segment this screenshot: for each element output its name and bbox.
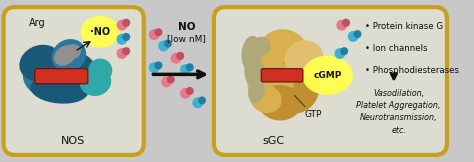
Ellipse shape [55, 46, 76, 65]
Circle shape [117, 35, 127, 44]
Circle shape [186, 64, 193, 71]
Circle shape [123, 48, 129, 54]
Ellipse shape [249, 80, 264, 103]
Circle shape [155, 29, 162, 35]
Circle shape [167, 76, 174, 83]
Circle shape [164, 40, 171, 47]
Text: ·NO: ·NO [90, 27, 110, 37]
Ellipse shape [31, 76, 88, 103]
FancyBboxPatch shape [261, 69, 303, 82]
Text: NOS: NOS [61, 136, 85, 146]
Circle shape [155, 62, 162, 69]
Ellipse shape [54, 53, 95, 92]
Circle shape [348, 32, 358, 41]
Circle shape [186, 88, 193, 94]
Circle shape [354, 31, 361, 37]
Ellipse shape [248, 61, 293, 103]
Text: Platelet Aggregation,: Platelet Aggregation, [356, 101, 441, 110]
Ellipse shape [253, 37, 270, 54]
Circle shape [177, 53, 183, 59]
Circle shape [193, 98, 202, 108]
Ellipse shape [89, 59, 111, 82]
Ellipse shape [24, 56, 76, 98]
Text: • Ion channels: • Ion channels [365, 44, 427, 53]
Ellipse shape [81, 17, 119, 47]
Text: GTP: GTP [305, 110, 322, 119]
Circle shape [181, 65, 190, 74]
Circle shape [149, 30, 159, 39]
Text: Vasodilation,: Vasodilation, [373, 89, 424, 98]
Circle shape [181, 89, 190, 98]
Text: Arg: Arg [29, 18, 46, 28]
Text: [low nM]: [low nM] [167, 34, 206, 43]
Circle shape [123, 19, 129, 26]
Text: cGMP: cGMP [313, 71, 342, 80]
Circle shape [159, 41, 168, 51]
Circle shape [171, 53, 181, 63]
Ellipse shape [256, 30, 310, 87]
Ellipse shape [285, 41, 323, 75]
FancyBboxPatch shape [214, 7, 447, 155]
Text: sGC: sGC [263, 136, 284, 146]
Circle shape [123, 34, 129, 40]
Circle shape [341, 48, 347, 54]
FancyBboxPatch shape [35, 69, 88, 84]
Circle shape [199, 97, 205, 104]
Ellipse shape [52, 40, 85, 71]
Text: Neurotransmission,: Neurotransmission, [360, 113, 438, 122]
Ellipse shape [270, 60, 319, 113]
Ellipse shape [303, 56, 352, 94]
Circle shape [343, 19, 349, 26]
Text: • Phosphodiesterases: • Phosphodiesterases [365, 66, 458, 75]
Circle shape [117, 49, 127, 58]
Text: etc.: etc. [391, 126, 406, 135]
Ellipse shape [80, 69, 110, 95]
Ellipse shape [20, 46, 61, 81]
Circle shape [149, 63, 159, 72]
FancyBboxPatch shape [3, 7, 144, 155]
Ellipse shape [242, 36, 261, 70]
Ellipse shape [251, 86, 281, 112]
Circle shape [162, 77, 171, 87]
Circle shape [117, 20, 127, 30]
Ellipse shape [65, 45, 80, 58]
Ellipse shape [245, 57, 264, 88]
Text: • Protein kinase G: • Protein kinase G [365, 23, 443, 31]
Text: NO: NO [178, 22, 195, 32]
Circle shape [335, 49, 345, 58]
Ellipse shape [259, 86, 301, 120]
Circle shape [337, 20, 346, 30]
